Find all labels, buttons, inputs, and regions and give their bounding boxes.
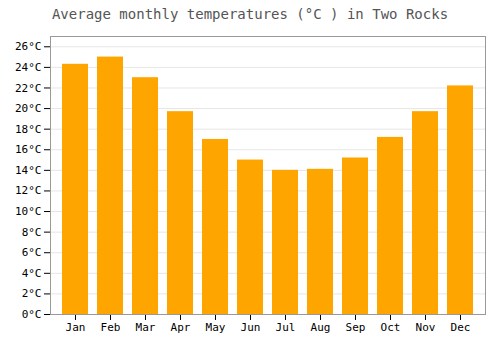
svg-text:Nov: Nov [416, 321, 436, 334]
svg-text:Mar: Mar [136, 321, 156, 334]
svg-text:Dec: Dec [451, 321, 471, 334]
svg-text:4°C: 4°C [22, 267, 42, 280]
svg-text:2°C: 2°C [22, 287, 42, 300]
svg-text:Apr: Apr [171, 321, 191, 334]
svg-text:24°C: 24°C [15, 61, 42, 74]
svg-text:Jul: Jul [276, 321, 296, 334]
svg-text:14°C: 14°C [15, 164, 42, 177]
svg-text:16°C: 16°C [15, 143, 42, 156]
svg-text:Aug: Aug [311, 321, 331, 334]
svg-text:Jun: Jun [241, 321, 261, 334]
svg-text:May: May [206, 321, 226, 334]
svg-text:Feb: Feb [101, 321, 121, 334]
html-text:Average monthly temperatures (: Average monthly temperatures (°C ) in Tw… [51, 6, 449, 22]
svg-text:Oct: Oct [381, 321, 401, 334]
svg-text:26°C: 26°C [15, 40, 42, 53]
svg-text:12°C: 12°C [15, 184, 42, 197]
svg-text:6°C: 6°C [22, 246, 42, 259]
svg-text:18°C: 18°C [15, 123, 42, 136]
svg-text:10°C: 10°C [15, 205, 42, 218]
svg-text:20°C: 20°C [15, 102, 42, 115]
svg-text:0°C: 0°C [22, 308, 42, 321]
svg-text:Jan: Jan [66, 321, 86, 334]
svg-text:Sep: Sep [346, 321, 366, 334]
svg-text:22°C: 22°C [15, 82, 42, 95]
svg-text:8°C: 8°C [22, 226, 42, 239]
